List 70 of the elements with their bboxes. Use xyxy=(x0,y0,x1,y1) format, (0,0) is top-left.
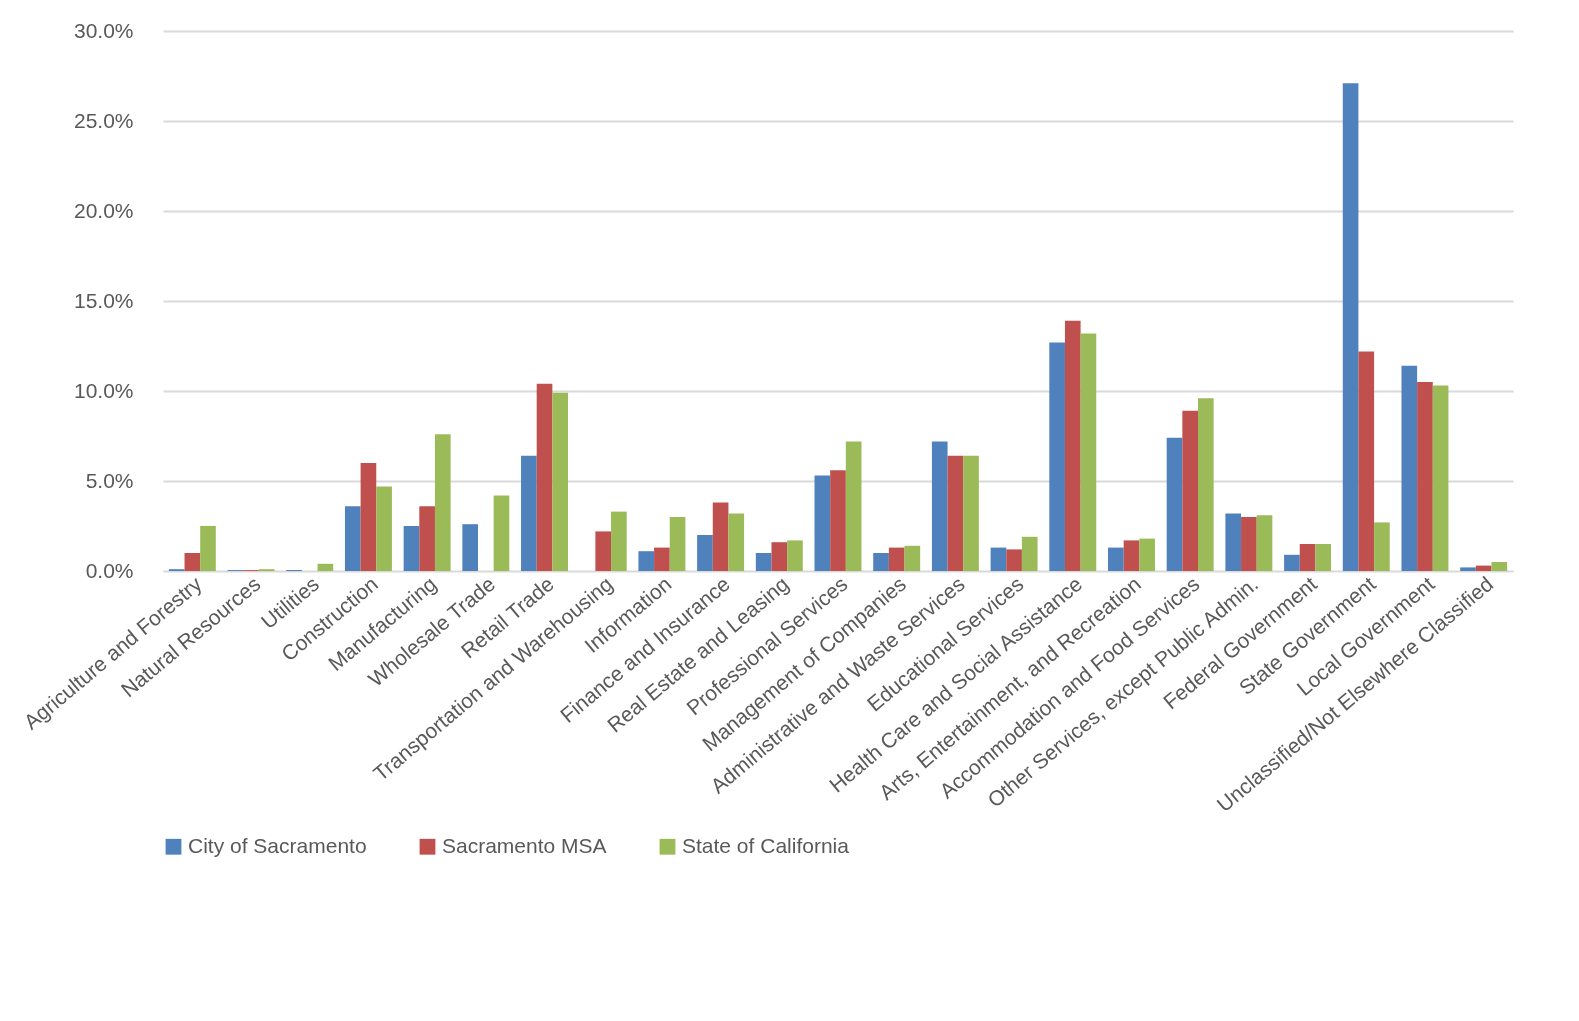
legend-label: State of California xyxy=(682,833,850,857)
bar xyxy=(1241,517,1257,571)
bar xyxy=(493,495,510,571)
bar xyxy=(1401,365,1418,571)
bar xyxy=(403,526,420,571)
bar xyxy=(521,455,537,571)
bar xyxy=(814,475,831,571)
bar xyxy=(419,506,435,571)
bar xyxy=(1315,544,1332,571)
bar xyxy=(947,455,964,571)
bar xyxy=(595,531,612,571)
y-tick-label: 25.0% xyxy=(73,108,134,132)
bar xyxy=(963,455,979,571)
bar xyxy=(1123,540,1140,571)
bar xyxy=(1166,437,1183,571)
y-tick-label: 20.0% xyxy=(73,198,134,222)
bar xyxy=(317,563,334,571)
bar xyxy=(787,540,803,571)
bar xyxy=(376,486,392,571)
legend-label: Sacramento MSA xyxy=(442,833,607,857)
bar xyxy=(552,392,568,571)
bar xyxy=(1198,398,1214,571)
bar xyxy=(990,547,1007,571)
bar xyxy=(1021,536,1038,571)
bar xyxy=(344,506,361,571)
bar xyxy=(1006,549,1022,571)
bar xyxy=(1432,385,1449,571)
bar xyxy=(654,547,670,571)
bar xyxy=(845,441,862,571)
bar xyxy=(771,542,788,571)
bar xyxy=(904,545,921,571)
bar xyxy=(1358,351,1375,571)
bar xyxy=(1225,513,1242,571)
bar xyxy=(1491,562,1508,571)
bar xyxy=(1299,544,1316,571)
y-tick-label: 15.0% xyxy=(73,288,134,312)
bar xyxy=(755,553,772,571)
bar xyxy=(873,553,889,571)
bar xyxy=(830,470,846,571)
bar xyxy=(697,535,713,571)
bar xyxy=(1064,320,1081,571)
bar xyxy=(728,513,745,571)
bar xyxy=(360,463,377,571)
bar xyxy=(1108,547,1124,571)
bar xyxy=(1080,333,1097,571)
bar xyxy=(184,553,201,571)
bar xyxy=(1139,538,1155,571)
legend-label: City of Sacramento xyxy=(188,833,367,857)
bar xyxy=(200,526,216,571)
y-tick-label: 10.0% xyxy=(73,378,134,402)
bar xyxy=(462,524,478,571)
bar xyxy=(888,547,905,571)
bar xyxy=(638,551,655,571)
bar xyxy=(1417,382,1433,571)
bar xyxy=(1284,554,1300,571)
bar xyxy=(536,383,553,571)
bar xyxy=(434,434,451,571)
bar xyxy=(1374,522,1390,571)
bar xyxy=(1256,515,1273,571)
y-tick-label: 5.0% xyxy=(85,468,134,492)
bar xyxy=(611,511,627,571)
bar xyxy=(712,502,729,571)
bar xyxy=(931,441,948,571)
bar xyxy=(1460,567,1476,571)
bar xyxy=(669,517,686,571)
y-tick-label: 0.0% xyxy=(85,558,134,582)
y-tick-label: 30.0% xyxy=(73,18,134,42)
bar xyxy=(1049,342,1065,571)
bar xyxy=(1182,410,1198,571)
bar xyxy=(1342,83,1359,571)
